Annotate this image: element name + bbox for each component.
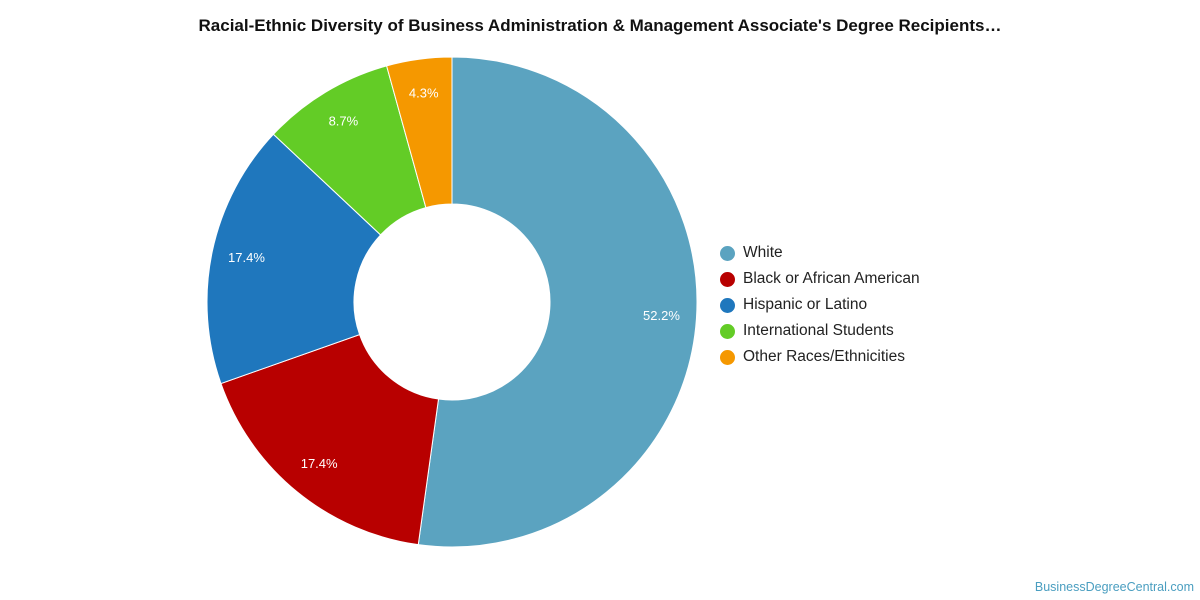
slice-black-or-african-american[interactable]	[220, 333, 440, 546]
legend-item[interactable]: International Students	[720, 318, 920, 344]
legend-swatch	[720, 245, 735, 261]
slice-white[interactable]	[417, 56, 698, 548]
legend-swatch	[720, 271, 735, 287]
legend-swatch	[720, 323, 735, 339]
chart-title: Racial-Ethnic Diversity of Business Admi…	[198, 16, 1002, 35]
legend-item[interactable]: White	[720, 240, 920, 266]
legend-label: Black or African American	[743, 270, 920, 287]
slice-label: 17.4%	[301, 456, 338, 471]
legend-label: White	[743, 244, 783, 261]
legend-item[interactable]: Black or African American	[720, 266, 920, 292]
source-credit[interactable]: BusinessDegreeCentral.com	[1034, 580, 1194, 594]
slice-other-races-ethnicities[interactable]	[385, 56, 453, 209]
legend-label: Hispanic or Latino	[743, 296, 868, 313]
slice-hispanic-or-latino[interactable]	[206, 133, 382, 385]
slice-label: 8.7%	[329, 114, 359, 129]
slice-label: 52.2%	[643, 308, 680, 323]
legend-label: Other Races/Ethnicities	[743, 348, 905, 365]
slice-label: 4.3%	[409, 85, 439, 100]
slice-label: 17.4%	[228, 250, 265, 265]
legend-swatch	[720, 297, 735, 313]
legend-swatch	[720, 349, 735, 365]
donut-slice-labels: 52.2% 17.4% 17.4% 8.7% 4.3%	[228, 85, 680, 471]
legend: White Black or African American Hispanic o…	[720, 240, 920, 370]
legend-item[interactable]: Other Races/Ethnicities	[720, 344, 920, 370]
donut-slices	[206, 56, 698, 548]
legend-label: International Students	[743, 322, 894, 339]
legend-item[interactable]: Hispanic or Latino	[720, 292, 920, 318]
